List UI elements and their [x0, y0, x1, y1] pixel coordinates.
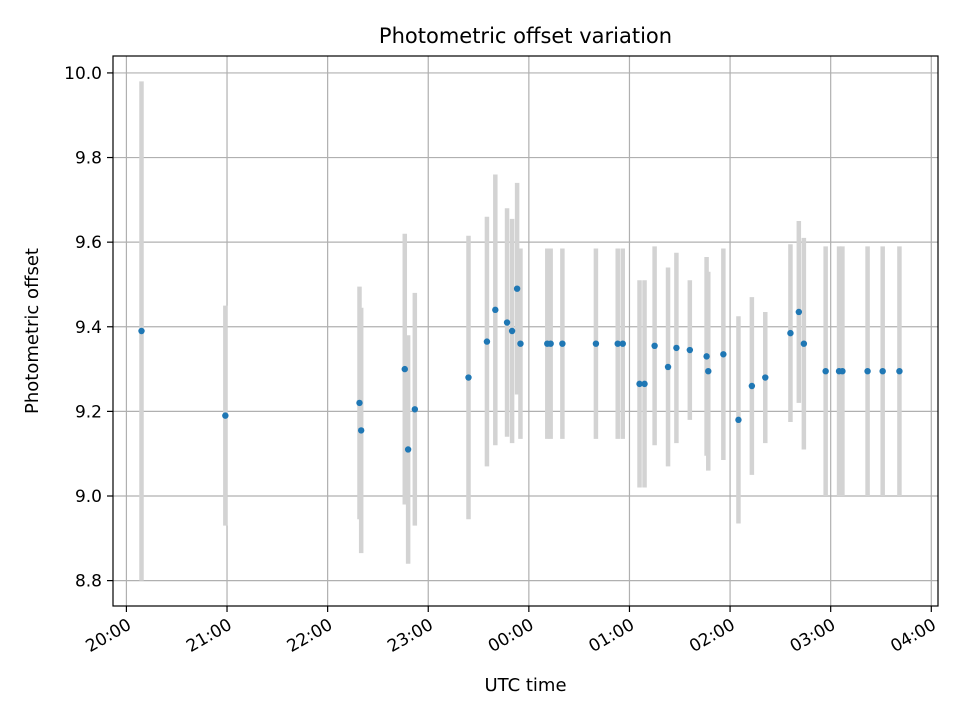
data-point: [483, 338, 491, 345]
data-point: [513, 285, 521, 292]
x-tick-label: 23:00: [384, 615, 436, 657]
data-point: [896, 367, 903, 375]
data-point: [822, 367, 829, 375]
y-tick-label: 10.0: [64, 64, 102, 84]
data-point: [879, 367, 886, 375]
x-tick-label: 02:00: [686, 615, 738, 657]
data-point: [401, 365, 408, 373]
data-point: [547, 340, 554, 347]
x-tick-label: 03:00: [787, 615, 839, 657]
data-point: [703, 353, 710, 360]
data-point: [795, 308, 803, 316]
y-tick-label: 9.0: [75, 487, 102, 507]
data-point: [138, 327, 145, 335]
data-point: [636, 380, 643, 388]
x-tick-label: 20:00: [82, 615, 134, 657]
x-tick-label: 21:00: [183, 615, 235, 657]
data-point: [787, 329, 794, 337]
data-point: [404, 446, 412, 453]
plot-frame: [112, 55, 939, 607]
error-bars: [139, 81, 902, 581]
chart-title: Photometric offset variation: [379, 24, 672, 48]
data-point: [651, 342, 658, 350]
data-point: [864, 367, 871, 375]
y-tick-label: 9.8: [75, 149, 102, 169]
grid: [113, 56, 938, 606]
data-point: [720, 351, 727, 358]
x-tick-label: 22:00: [284, 615, 336, 657]
y-axis-label: Photometric offset: [22, 248, 43, 414]
data-point: [559, 340, 566, 347]
data-point: [614, 340, 621, 347]
data-point: [705, 367, 712, 375]
data-point: [508, 327, 516, 335]
data-point: [839, 367, 846, 375]
data-point: [411, 406, 419, 413]
x-axis-label: UTC time: [484, 675, 566, 696]
data-point: [619, 340, 626, 347]
data-point: [503, 319, 511, 326]
y-tick-label: 9.6: [75, 233, 102, 253]
data-point: [664, 363, 672, 371]
data-point: [641, 380, 648, 388]
data-point: [686, 346, 694, 354]
data-point: [800, 340, 808, 347]
x-tick-label: 01:00: [586, 615, 638, 657]
data-point: [735, 416, 742, 424]
data-points: [138, 285, 903, 453]
data-point: [748, 382, 756, 390]
data-point: [592, 340, 600, 347]
x-tick-label: 00:00: [485, 615, 537, 657]
data-point: [673, 344, 680, 352]
data-point: [357, 427, 365, 434]
y-axis-ticks: 8.8 9.0 9.2 9.4 9.6 9.8 10.0: [64, 64, 113, 592]
data-point: [222, 412, 229, 419]
data-point: [517, 340, 524, 347]
y-tick-label: 9.2: [75, 402, 102, 422]
y-tick-label: 8.8: [75, 572, 102, 592]
x-axis-ticks: 20:00 21:00 22:00 23:00 00:00 01:00 02:00 03:00…: [82, 606, 940, 657]
x-tick-label: 04:00: [887, 615, 939, 657]
data-point: [492, 306, 499, 314]
y-tick-label: 9.4: [75, 318, 102, 338]
data-point: [762, 374, 769, 381]
data-point: [465, 374, 472, 381]
data-point: [356, 399, 363, 407]
